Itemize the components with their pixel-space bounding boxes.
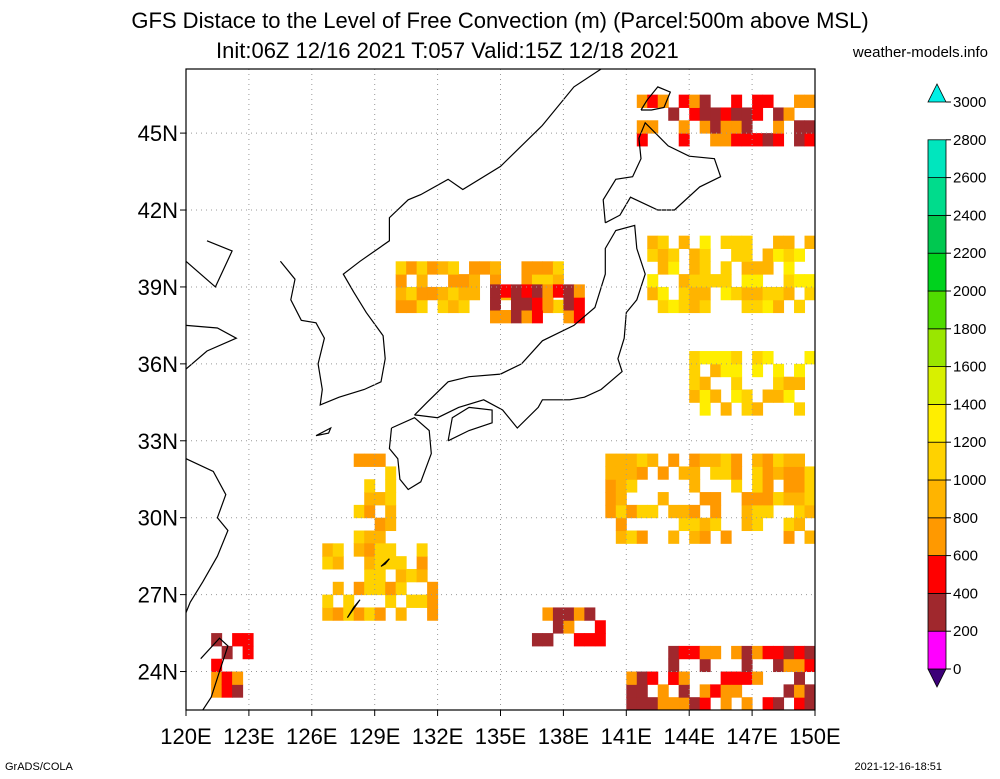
lon-tick-label: 144E	[664, 724, 715, 749]
colorbar-label: 1200	[953, 434, 986, 451]
colorbar-label: 1600	[953, 359, 986, 376]
lat-tick-label: 27N	[138, 583, 178, 608]
colorbar-segment	[927, 139, 947, 179]
lat-tick-label: 36N	[138, 352, 178, 377]
colorbar-segment	[927, 290, 947, 330]
lon-tick-label: 150E	[789, 724, 840, 749]
coastline	[602, 121, 722, 224]
colorbar-segment	[927, 441, 947, 481]
lon-tick-label: 129E	[349, 724, 400, 749]
shaded-fields	[211, 94, 815, 710]
coastline	[186, 458, 229, 613]
colorbar-label: 2400	[953, 207, 986, 224]
coastline	[279, 69, 602, 406]
shaded-region	[322, 543, 439, 621]
axis-ticks: 120E 123E 126E 129E 132E 135E 138E 141E 144E 147E…	[138, 121, 841, 749]
lat-tick-label: 45N	[138, 121, 178, 146]
colorbar-label: 3000	[953, 94, 986, 111]
colorbar-segment	[927, 214, 947, 254]
coastline	[447, 406, 493, 442]
coastline	[315, 426, 332, 437]
lon-tick-label: 135E	[475, 724, 526, 749]
shaded-region	[531, 607, 606, 647]
coastline	[186, 324, 238, 370]
colorbar-label: 600	[953, 548, 978, 565]
colorbar-label: 1800	[953, 321, 986, 338]
lat-tick-label: 42N	[138, 198, 178, 223]
shaded-region	[605, 453, 815, 544]
colorbar-label: 2000	[953, 283, 986, 300]
grid-lines	[186, 69, 815, 710]
colorbar-label: 2800	[953, 132, 986, 149]
colorbar-segment	[927, 328, 947, 367]
colorbar-segment	[927, 479, 947, 519]
footer-software: GrADS/COLA	[5, 761, 73, 773]
colorbar-segment	[927, 83, 947, 103]
colorbar-label: 1400	[953, 396, 986, 413]
lon-tick-label: 123E	[223, 724, 274, 749]
colorbar-segment	[927, 366, 947, 405]
coastline	[388, 416, 432, 491]
shaded-region	[490, 284, 585, 324]
colorbar-segment	[927, 630, 947, 670]
coastline	[346, 599, 361, 619]
coastline	[200, 637, 229, 710]
coastlines	[186, 69, 722, 710]
shaded-region	[636, 94, 815, 147]
shaded-region	[395, 261, 564, 314]
credit-text: weather-models.info	[852, 44, 988, 61]
chart-subtitle: Init:06Z 12/16 2021 T:057 Valid:15Z 12/1…	[216, 38, 679, 63]
chart-title: GFS Distace to the Level of Free Convect…	[131, 8, 869, 33]
lon-tick-label: 138E	[538, 724, 589, 749]
lat-tick-label: 39N	[138, 275, 178, 300]
colorbar-label: 200	[953, 623, 978, 640]
colorbar: 0 200 400 600 800 1000 1200 1400 1600 1800 2000 220…	[927, 83, 986, 688]
shaded-region	[668, 645, 815, 710]
colorbar-segment	[927, 668, 947, 688]
colorbar-label: 1000	[953, 472, 986, 489]
colorbar-label: 2600	[953, 170, 986, 187]
colorbar-label: 800	[953, 510, 978, 527]
lon-tick-label: 141E	[601, 724, 652, 749]
footer-timestamp: 2021-12-16-18:51	[854, 761, 942, 773]
shaded-region	[647, 235, 815, 314]
lon-tick-label: 126E	[286, 724, 337, 749]
shaded-region	[353, 453, 397, 544]
lon-tick-label: 120E	[160, 724, 211, 749]
coastline	[380, 558, 390, 567]
coastline	[640, 86, 672, 111]
colorbar-label: 2200	[953, 245, 986, 262]
colorbar-label: 400	[953, 585, 978, 602]
lon-tick-label: 147E	[726, 724, 777, 749]
colorbar-segment	[927, 403, 947, 443]
shaded-region	[689, 351, 815, 416]
colorbar-label: 0	[953, 661, 961, 678]
colorbar-segment	[927, 252, 947, 292]
shaded-region	[211, 633, 254, 698]
lat-tick-label: 30N	[138, 506, 178, 531]
lat-tick-label: 24N	[138, 660, 178, 685]
lat-tick-label: 33N	[138, 429, 178, 454]
colorbar-segment	[927, 555, 947, 594]
coastline	[186, 240, 233, 288]
colorbar-segment	[927, 177, 947, 216]
colorbar-segment	[927, 593, 947, 632]
colorbar-segment	[927, 517, 947, 556]
lon-tick-label: 132E	[412, 724, 463, 749]
coastline	[414, 224, 646, 429]
